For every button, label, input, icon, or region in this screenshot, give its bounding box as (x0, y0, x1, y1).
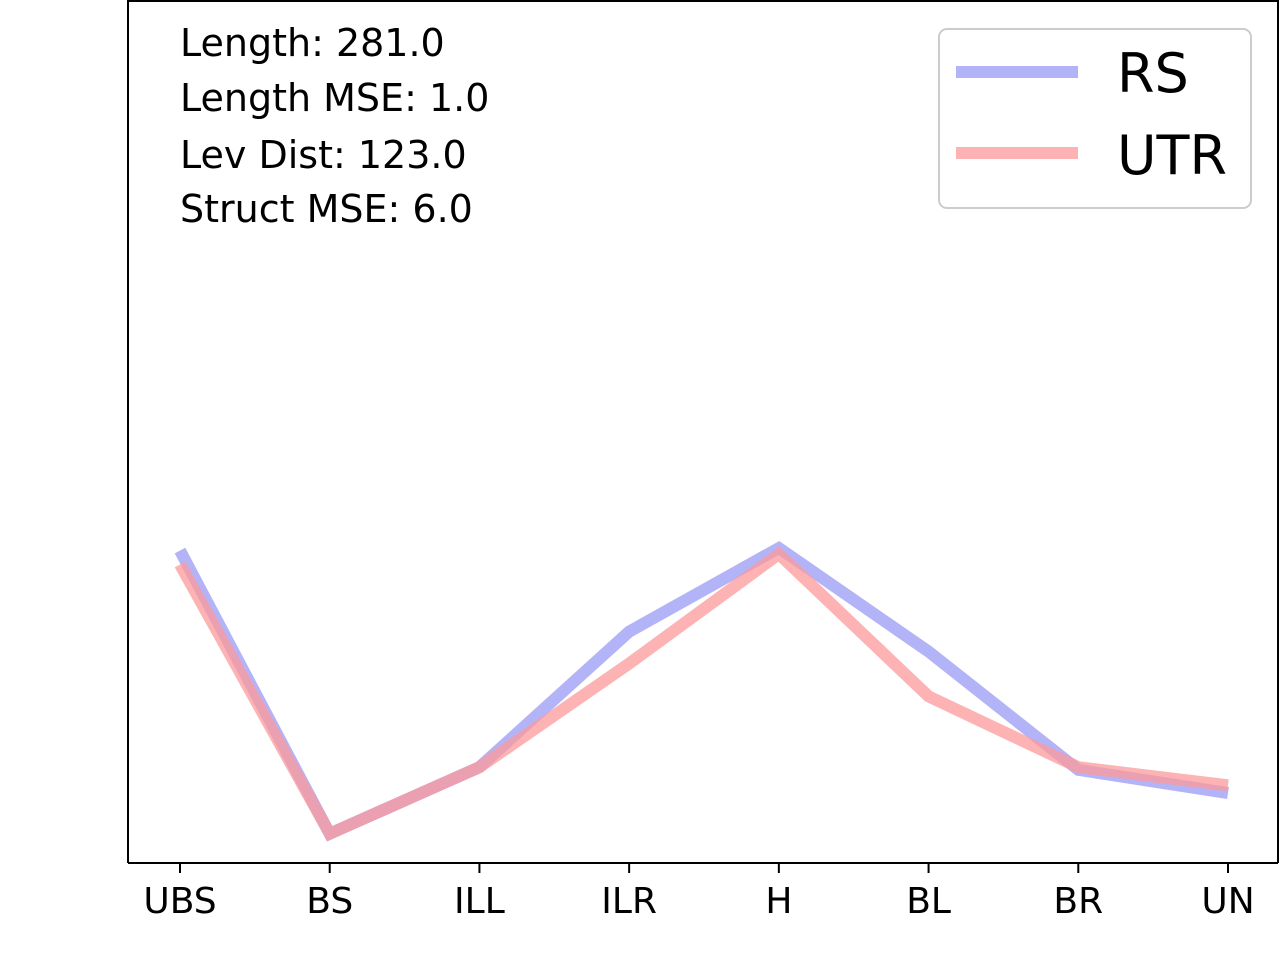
series-line-utr (174, 546, 1229, 842)
x-tick-label-bl: BL (906, 881, 951, 922)
x-axis-ticks: UBS BS ILL ILR H BL BR UN (143, 863, 1255, 922)
stat-length: Length: 281.0 (180, 21, 445, 65)
x-tick-label-ubs: UBS (143, 881, 216, 922)
x-tick-label-ilr: ILR (601, 881, 657, 922)
x-tick-label-br: BR (1053, 881, 1103, 922)
legend: RS UTR (938, 28, 1252, 209)
x-tick-label-bs: BS (306, 881, 353, 922)
x-tick-label-h: H (765, 881, 792, 922)
stat-lev-dist: Lev Dist: 123.0 (180, 133, 467, 177)
stat-struct-mse: Struct MSE: 6.0 (180, 187, 473, 231)
x-tick-label-ill: ILL (454, 881, 505, 922)
stats-annotation: Length: 281.0 Length MSE: 1.0 Lev Dist: … (180, 21, 489, 231)
legend-label-rs: RS (1117, 42, 1189, 105)
series-layer (174, 540, 1229, 842)
x-tick-label-un: UN (1201, 881, 1254, 922)
legend-label-utr: UTR (1117, 124, 1227, 187)
stat-length-mse: Length MSE: 1.0 (180, 76, 489, 120)
